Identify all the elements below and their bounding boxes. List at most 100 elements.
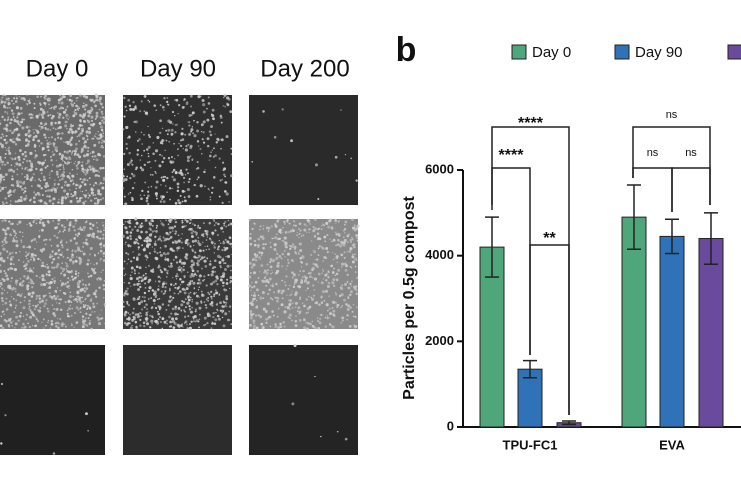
- speck: [296, 310, 299, 313]
- speck: [351, 260, 355, 264]
- speck: [278, 288, 280, 291]
- speck: [130, 159, 133, 162]
- speck: [97, 141, 101, 144]
- speck: [69, 291, 72, 294]
- speck: [0, 173, 3, 176]
- speck: [0, 178, 3, 181]
- speck: [62, 166, 65, 168]
- speck: [39, 217, 43, 221]
- speck: [74, 241, 78, 245]
- speck: [301, 255, 304, 257]
- speck: [180, 237, 182, 240]
- speck: [136, 153, 139, 156]
- speck: [70, 196, 72, 198]
- speck: [314, 263, 318, 267]
- speck: [4, 414, 7, 417]
- speck: [166, 276, 168, 278]
- speck: [97, 252, 100, 255]
- speck: [211, 108, 215, 112]
- speck: [16, 116, 19, 119]
- speck: [188, 227, 192, 231]
- speck: [32, 256, 35, 259]
- speck: [7, 194, 11, 198]
- speck: [176, 323, 180, 327]
- speck: [260, 251, 264, 255]
- speck: [65, 264, 69, 268]
- speck: [281, 108, 284, 111]
- speck: [47, 149, 50, 152]
- speck: [40, 172, 43, 175]
- speck: [293, 283, 296, 285]
- speck: [98, 121, 102, 125]
- speck: [11, 324, 14, 327]
- speck: [71, 130, 75, 134]
- speck: [102, 155, 106, 158]
- speck: [41, 277, 45, 282]
- speck: [29, 168, 33, 172]
- speck: [64, 120, 68, 124]
- speck: [346, 234, 350, 238]
- speck: [312, 226, 315, 229]
- speck: [41, 116, 44, 119]
- speck: [347, 304, 351, 308]
- speck: [181, 221, 184, 224]
- speck: [167, 223, 170, 226]
- speck: [278, 254, 282, 258]
- speck: [42, 223, 46, 227]
- speck: [340, 240, 344, 244]
- speck: [87, 196, 90, 199]
- speck: [142, 248, 146, 252]
- speck: [191, 240, 195, 243]
- speck: [44, 122, 48, 126]
- speck: [213, 295, 215, 298]
- speck: [221, 305, 224, 308]
- speck: [212, 176, 216, 179]
- speck: [257, 294, 260, 297]
- speck: [1, 163, 4, 166]
- speck: [31, 281, 34, 283]
- speck: [203, 324, 206, 327]
- speck: [170, 299, 173, 301]
- speck: [132, 297, 136, 301]
- speck: [85, 130, 89, 134]
- speck: [17, 155, 21, 159]
- speck: [165, 129, 168, 132]
- speck: [85, 287, 89, 290]
- speck: [271, 237, 274, 240]
- speck: [154, 171, 156, 173]
- speck: [15, 106, 19, 110]
- speck: [181, 138, 185, 141]
- speck: [348, 249, 352, 253]
- speck: [223, 96, 225, 99]
- speck: [139, 194, 142, 196]
- speck: [213, 322, 217, 325]
- speck: [155, 194, 158, 197]
- speck: [225, 282, 229, 285]
- speck: [55, 159, 57, 161]
- speck: [59, 230, 61, 232]
- speck: [87, 258, 90, 262]
- speck: [317, 228, 320, 231]
- speck: [12, 170, 16, 173]
- speck: [49, 155, 52, 158]
- speck: [148, 264, 151, 267]
- speck: [190, 267, 194, 270]
- speck: [135, 241, 138, 244]
- speck: [294, 324, 298, 328]
- speck: [169, 264, 173, 268]
- speck: [198, 326, 200, 329]
- speck: [181, 233, 183, 235]
- speck: [263, 325, 265, 328]
- speck: [59, 266, 63, 270]
- speck: [225, 304, 227, 306]
- speck: [68, 177, 71, 180]
- speck: [346, 241, 349, 244]
- speck: [98, 286, 101, 289]
- speck: [320, 297, 323, 299]
- speck: [74, 270, 78, 273]
- speck: [274, 236, 278, 240]
- speck: [48, 195, 51, 198]
- speck: [75, 97, 78, 99]
- speck: [178, 201, 182, 205]
- speck: [82, 300, 84, 303]
